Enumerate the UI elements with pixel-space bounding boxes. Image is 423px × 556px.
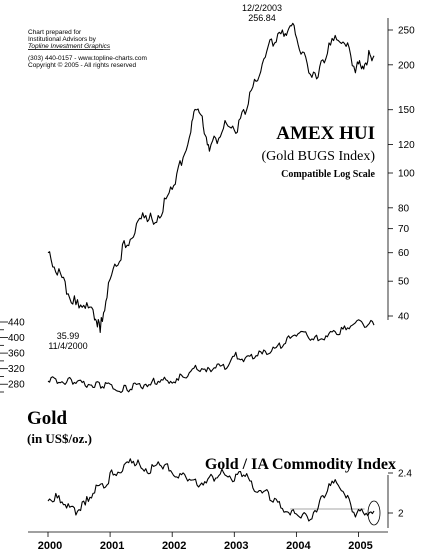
x-tick-label: 2000 xyxy=(38,540,62,552)
x-tick-label: 2004 xyxy=(286,540,311,552)
x-tick-label: 2001 xyxy=(100,540,124,552)
ratio-title: Gold / IA Commodity Index xyxy=(205,456,396,473)
hui-subtitle: (Gold BUGS Index) xyxy=(261,149,375,164)
credit-line-4: (303) 440-0157 - www.topline-charts.com xyxy=(28,55,147,62)
gold-tick-label: 400 xyxy=(8,333,25,344)
x-tick-label: 2003 xyxy=(224,540,248,552)
ratio-tick-label: 2.4 xyxy=(398,469,412,480)
hui-tick-label: 150 xyxy=(398,105,415,116)
hui-tick-label: 80 xyxy=(398,203,410,214)
gold-title: Gold xyxy=(27,408,68,429)
x-tick-label: 2005 xyxy=(348,540,372,552)
hui-series-line xyxy=(47,22,375,334)
credit-line-3: Topline Investment Graphics xyxy=(28,43,111,50)
hui-title: AMEX HUI xyxy=(276,123,375,144)
ratio-series-line xyxy=(47,458,375,522)
hui-peak-date: 12/2/2003 xyxy=(242,3,282,13)
gold-tick-label: 440 xyxy=(8,318,25,329)
hui-tick-label: 40 xyxy=(398,312,410,323)
gold-tick-label: 360 xyxy=(8,349,25,360)
gold-tick-label: 280 xyxy=(8,380,25,391)
credit-line-1: Chart prepared for xyxy=(28,29,82,36)
hui-low-value: 35.99 xyxy=(57,331,80,341)
gold-axis: 280 320 360 400 440 xyxy=(0,318,25,393)
gold-series-line xyxy=(47,319,375,394)
hui-axis: 40 50 60 70 80 100 120 150 200 250 xyxy=(388,26,415,323)
hui-tick-label: 120 xyxy=(398,140,415,151)
hui-tick-label: 50 xyxy=(398,277,410,288)
hui-low-date: 11/4/2000 xyxy=(48,341,87,351)
credit-block: Chart prepared for Institutional Advisor… xyxy=(28,29,147,69)
ratio-current-marker xyxy=(367,500,381,526)
hui-tick-label: 250 xyxy=(398,26,415,37)
ratio-tick-label: 2 xyxy=(398,509,404,520)
gold-subtitle: (in US$/oz.) xyxy=(27,431,92,446)
hui-peak-value: 256.84 xyxy=(248,13,276,23)
hui-tick-label: 60 xyxy=(398,248,410,259)
hui-tick-label: 100 xyxy=(398,169,415,180)
x-tick-label: 2002 xyxy=(162,540,186,552)
x-axis: 2000 2001 2002 2003 2004 2005 xyxy=(38,532,373,552)
gold-tick-label: 320 xyxy=(8,364,25,375)
ratio-axis: 22.4 xyxy=(388,469,412,520)
hui-tick-label: 200 xyxy=(398,60,415,71)
hui-scale-note: Compatible Log Scale xyxy=(281,169,375,180)
credit-line-2: Institutional Advisors by xyxy=(28,36,97,43)
credit-line-5: Copyright © 2005 - All rights reserved xyxy=(28,61,137,69)
hui-tick-label: 70 xyxy=(398,224,410,235)
